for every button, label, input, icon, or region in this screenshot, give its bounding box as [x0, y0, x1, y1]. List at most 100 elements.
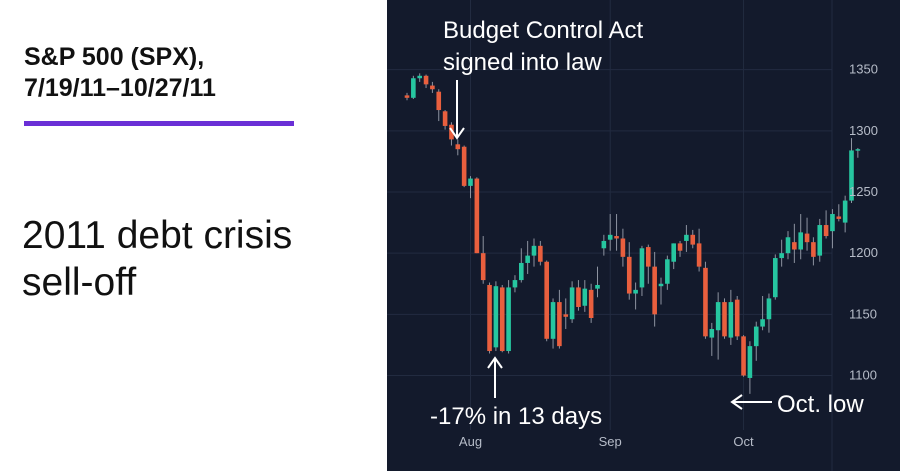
- candle: [423, 74, 429, 89]
- x-tick-label: Sep: [599, 434, 622, 449]
- chart-subtitle-line1: 2011 debt crisis: [22, 214, 293, 257]
- candle: [550, 298, 556, 349]
- candle: [569, 281, 575, 323]
- candle: [582, 280, 588, 312]
- candle-body: [576, 287, 581, 307]
- candle: [766, 293, 772, 333]
- candle-body: [557, 302, 562, 347]
- candle: [747, 341, 753, 394]
- candle: [601, 234, 607, 256]
- title-panel: S&P 500 (SPX), 7/19/11–10/27/11 2011 deb…: [0, 0, 387, 471]
- candle: [538, 240, 543, 266]
- candle: [728, 289, 734, 345]
- candle: [614, 214, 619, 251]
- candle-body: [715, 302, 721, 331]
- candlestick-chart: 1100 1150 1200 1250 1300 1350 Aug Sep Oct Budge…: [387, 0, 900, 471]
- candle-body: [811, 242, 816, 257]
- arrow-up-icon: [487, 356, 503, 398]
- y-tick-label: 1300: [849, 123, 878, 138]
- candle: [557, 289, 562, 349]
- candle-body: [436, 91, 442, 111]
- candle: [753, 321, 759, 361]
- annotation-arrows: [449, 80, 772, 410]
- annotation-budget-act-line1: Budget Control Act: [443, 17, 643, 44]
- candle: [404, 92, 410, 101]
- candle: [620, 228, 626, 267]
- candle: [442, 110, 448, 130]
- candle: [823, 210, 829, 239]
- candle: [430, 81, 435, 93]
- candle-body: [569, 287, 575, 320]
- arrow-left-icon: [730, 394, 772, 410]
- candle: [785, 231, 791, 260]
- chart-title: S&P 500 (SPX), 7/19/11–10/27/11: [24, 42, 354, 104]
- y-tick-label: 1350: [849, 62, 878, 77]
- candle: [830, 209, 835, 249]
- candle: [639, 245, 645, 296]
- candle-body: [658, 283, 664, 287]
- candle: [544, 260, 549, 342]
- candle: [607, 214, 613, 251]
- candle-body: [849, 150, 854, 201]
- candle: [411, 75, 416, 100]
- candle-body: [709, 329, 715, 338]
- candle-body: [512, 280, 518, 288]
- candle: [595, 266, 600, 298]
- candle: [506, 280, 511, 354]
- candle-body: [703, 267, 708, 337]
- candle: [576, 280, 581, 311]
- candle-body: [804, 233, 810, 243]
- candle-body: [773, 258, 778, 298]
- candle-body: [461, 146, 467, 186]
- candle-body: [633, 289, 638, 294]
- annotations: Budget Control Act signed into law -17% …: [430, 17, 864, 430]
- candle-body: [842, 200, 848, 223]
- candle: [646, 244, 651, 284]
- candle-body: [614, 236, 619, 239]
- candle-body: [442, 111, 448, 126]
- candle-body: [455, 144, 461, 150]
- candle: [468, 176, 473, 199]
- candle: [499, 284, 505, 353]
- candle: [855, 147, 861, 158]
- candle: [741, 335, 746, 377]
- candle-body: [830, 214, 835, 232]
- candle: [722, 298, 727, 339]
- candle-body: [474, 178, 480, 254]
- candle: [760, 295, 765, 331]
- candle-body: [519, 262, 524, 281]
- candle: [684, 225, 689, 252]
- candle-body: [747, 346, 753, 378]
- candle: [531, 238, 537, 267]
- candle-body: [423, 75, 429, 85]
- candle-body: [652, 266, 657, 315]
- candle-body: [544, 261, 549, 339]
- candle: [696, 228, 702, 272]
- candle-body: [741, 336, 746, 376]
- y-tick-label: 1100: [849, 368, 877, 383]
- candle: [671, 243, 676, 270]
- arrow-down-icon: [449, 80, 465, 140]
- candle-body: [538, 245, 543, 262]
- candle-body: [525, 255, 530, 263]
- candle: [626, 242, 632, 300]
- candle-body: [531, 245, 537, 256]
- chart-title-line2: 7/19/11–10/27/11: [24, 74, 216, 102]
- candle-body: [684, 234, 689, 241]
- x-tick-label: Aug: [459, 434, 482, 449]
- candle-body: [753, 326, 759, 347]
- candle: [658, 277, 664, 305]
- candle-body: [728, 302, 734, 338]
- candle: [842, 195, 848, 233]
- candle-body: [449, 124, 454, 140]
- candle-body: [626, 256, 632, 294]
- candle: [512, 275, 518, 293]
- candle-body: [798, 232, 803, 250]
- candle-body: [417, 75, 422, 79]
- candle: [715, 292, 721, 360]
- candle: [690, 229, 696, 249]
- candle-body: [588, 289, 594, 319]
- candle-body: [639, 248, 645, 288]
- chart-subtitle: 2011 debt crisis sell-off: [22, 212, 362, 306]
- candle: [633, 282, 638, 310]
